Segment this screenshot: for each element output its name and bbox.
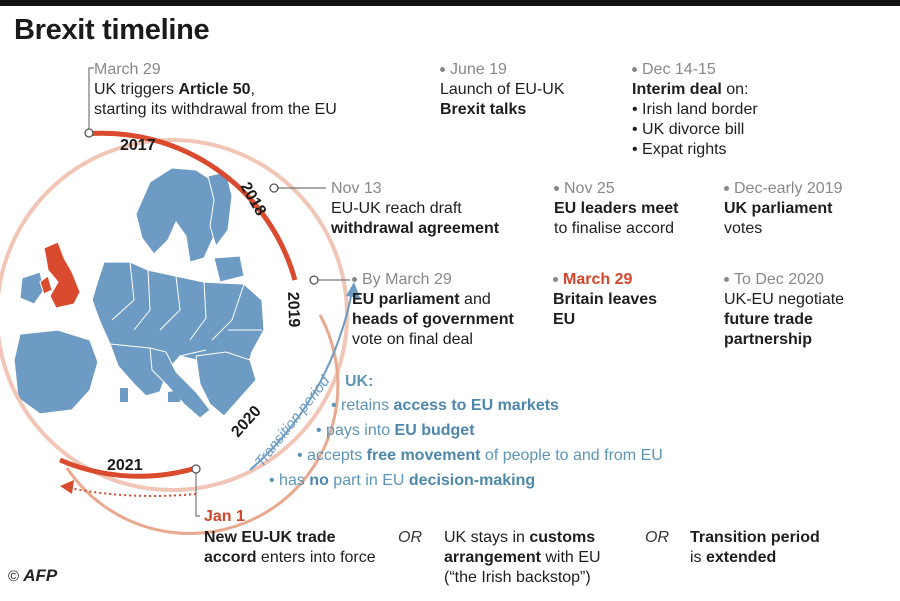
timeline-arc-upper [85,130,298,281]
event-text-bold: Britain leaves [553,291,658,308]
event-withdrawal-agreement: Nov 13 EU-UK reach draft withdrawal agre… [331,179,499,239]
event-text: UK triggers [94,81,179,98]
event-text-bold: withdrawal agreement [331,220,500,237]
dot-icon [554,186,559,192]
uk-heading: UK: [345,373,374,390]
event-text: vote on final deal [352,331,473,348]
outcome-trade-accord: New EU-UK trade accord enters into force [204,529,376,566]
event-text: , [250,81,255,98]
event-text: EU-UK reach draft [331,200,462,217]
timeline-arc-2021 [59,457,197,479]
event-date: To Dec 2020 [724,270,844,290]
event-date: Nov 25 [554,179,679,199]
event-trade-partnership: To Dec 2020 UK-EU negotiate future trade… [724,270,844,350]
credit: © AFP [8,566,57,586]
uk-condition-4: • has no part in EU decision-making [269,472,536,489]
dot-icon [632,67,637,73]
or-label: OR [645,529,669,546]
event-text-bold: Brexit talks [440,101,527,118]
dot-icon [724,277,729,283]
event-date: Nov 13 [331,180,382,197]
extension-arrow-head [60,480,74,494]
event-britain-leaves: March 29 Britain leaves EU [553,270,657,330]
uk-condition-1: • retains access to EU markets [331,397,559,414]
europe-map [13,167,265,419]
transition-arrow-head [346,282,360,298]
event-text: and [459,291,491,308]
event-text: starting its withdrawal from the EU [94,101,337,118]
uk-condition-3: • accepts free movement of people to and… [297,447,663,464]
event-interim-deal: Dec 14-15 Interim deal on: • Irish land … [632,60,758,158]
event-date: March 29 [94,61,161,78]
event-text: on: [721,81,749,98]
event-text-bold: EU leaders meet [554,200,679,217]
outcome-customs-arrangement: UK stays in customs arrangement with EU … [444,529,601,586]
dot-icon [724,186,729,192]
year-2021: 2021 [107,457,143,474]
event-date: March 29 [553,270,657,290]
year-2019: 2019 [284,292,302,328]
event-date: June 19 [440,60,565,80]
copyright-icon: © [8,568,20,585]
event-date: Dec 14-15 [632,60,758,80]
event-leaders-meet: Nov 25 EU leaders meet to finalise accor… [554,179,679,239]
event-final-vote: By March 29 EU parliament and heads of g… [352,270,514,350]
event-uk-parliament: Dec-early 2019 UK parliament votes [724,179,843,239]
event-text-bold: EU parliament [352,291,460,308]
transition-arrow [249,291,353,471]
year-2020: 2020 [228,403,265,441]
bullet-item: UK divorce bill [642,121,745,138]
event-text: UK-EU negotiate [724,291,845,308]
event-date: Dec-early 2019 [724,179,843,199]
connectors [88,67,350,517]
event-date: By March 29 [352,270,514,290]
event-text: to finalise accord [554,220,675,237]
or-label: OR [398,529,422,546]
event-article-50: March 29 UK triggers Article 50, startin… [94,60,337,120]
event-text-bold: Article 50 [178,81,251,98]
event-text: votes [724,220,763,237]
outcome-transition-extended: Transition period is extended [690,529,820,566]
event-text-bold: Interim deal [632,81,722,98]
event-text-bold: UK parliament [724,200,833,217]
dot-icon [553,277,558,283]
event-text-bold: EU [553,311,576,328]
year-2017: 2017 [120,137,156,154]
event-text-bold: future trade [724,311,813,328]
outcome-date: Jan 1 [204,508,245,525]
uk-condition-2: • pays into EU budget [316,422,475,439]
bullet-item: Irish land border [642,101,758,118]
bullet-item: Expat rights [642,141,727,158]
dot-icon [352,277,357,283]
page-title: Brexit timeline [14,14,210,46]
event-text-bold: partnership [724,331,813,348]
timeline-arc-lower [65,314,340,535]
dot-icon [440,67,445,73]
event-brexit-talks: June 19 Launch of EU-UK Brexit talks [440,60,565,120]
event-text: Launch of EU-UK [440,81,565,98]
top-bar [0,0,900,6]
year-2018: 2018 [237,180,270,219]
afp-logo: AFP [23,566,58,585]
event-text-bold: heads of government [352,311,514,328]
timeline-markers [84,128,319,474]
